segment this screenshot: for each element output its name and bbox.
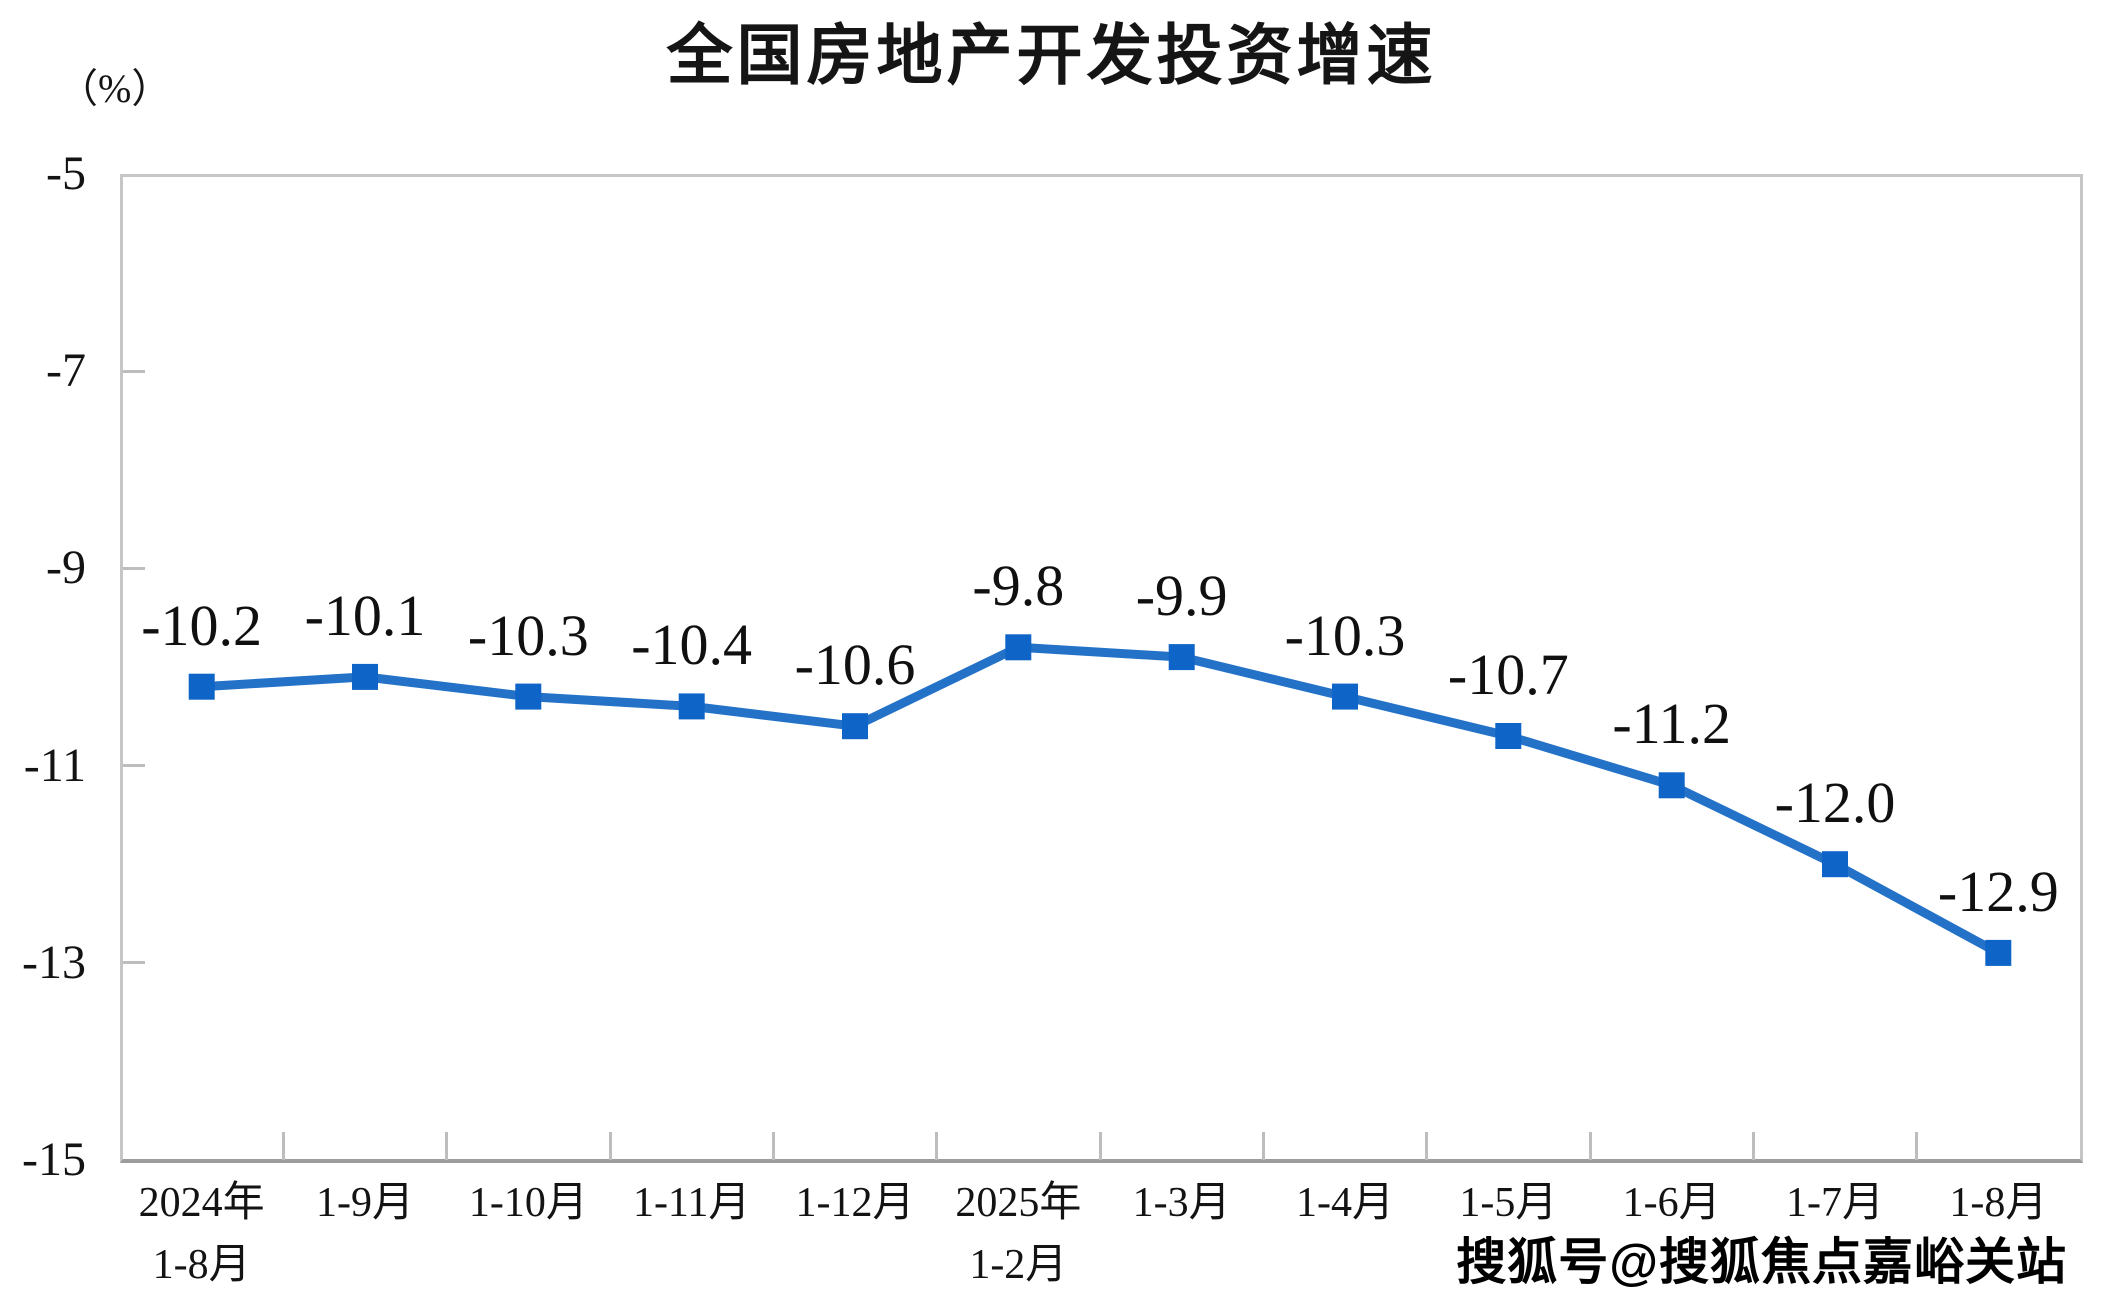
data-point-label: -10.3	[1284, 602, 1406, 668]
x-axis-label-line: 1-2月	[969, 1242, 1068, 1288]
x-axis-tick-mark	[445, 1132, 449, 1160]
series-marker	[1658, 772, 1685, 799]
x-axis-category-label: 1-11月	[633, 1172, 750, 1234]
y-axis-unit-label: （%）	[58, 66, 172, 111]
data-point-label: -9.9	[1135, 563, 1228, 629]
data-point-label: -10.7	[1447, 642, 1569, 708]
data-point-label: -10.3	[467, 602, 589, 668]
x-axis-label-line: 1-12月	[795, 1180, 915, 1226]
series-marker	[188, 673, 215, 700]
series-marker	[515, 683, 542, 710]
x-axis-label-line: 1-6月	[1622, 1180, 1721, 1226]
series-marker	[352, 663, 378, 690]
x-axis-tick-mark	[1915, 1132, 1919, 1160]
x-axis-category-label: 2024年 1-8月	[139, 1172, 265, 1294]
data-point-label: -12.0	[1774, 770, 1896, 836]
y-axis-tick-mark	[123, 566, 145, 570]
data-point-label: -10.2	[141, 592, 263, 658]
x-axis-label-line: 1-11月	[632, 1180, 751, 1226]
series-line	[201, 642, 2001, 957]
y-axis-tick-label: -7	[46, 344, 86, 398]
x-axis-label-line: 1-4月	[1296, 1180, 1394, 1226]
x-axis-label-line: 1-9月	[316, 1180, 414, 1226]
x-axis-category-label: 1-5月	[1459, 1172, 1557, 1234]
series-marker	[1495, 723, 1522, 749]
data-point-label: -12.9	[1937, 858, 2059, 924]
x-axis-tick-mark	[1425, 1132, 1429, 1160]
watermark: 搜狐号@搜狐焦点嘉峪关站	[1456, 1234, 2067, 1290]
x-axis-category-label: 1-8月	[1949, 1172, 2047, 1234]
x-axis-tick-mark	[935, 1132, 939, 1160]
x-axis-category-label: 1-4月	[1296, 1172, 1394, 1234]
data-point-label: -10.1	[304, 582, 426, 648]
y-axis-tick-label: -11	[23, 738, 86, 792]
x-axis-category-label: 1-6月	[1623, 1172, 1721, 1234]
series-marker	[1985, 939, 2012, 966]
x-axis-tick-mark	[608, 1132, 612, 1160]
series-marker	[1332, 683, 1358, 710]
y-axis-tick-label: -13	[22, 935, 86, 989]
y-axis-tick-label: -9	[46, 541, 86, 595]
data-point-label: -9.8	[972, 553, 1065, 619]
x-axis-category-label: 1-7月	[1786, 1172, 1884, 1234]
plot-area	[120, 174, 2083, 1163]
x-axis-label-line: 2024年	[138, 1180, 265, 1226]
x-axis-tick-mark	[1261, 1132, 1265, 1160]
y-axis-tick-mark	[123, 369, 145, 373]
x-axis-category-label: 1-3月	[1133, 1172, 1231, 1234]
x-axis-tick-mark	[1098, 1132, 1102, 1160]
x-axis-label-line: 1-3月	[1132, 1180, 1231, 1226]
x-axis-tick-mark	[771, 1132, 775, 1160]
x-axis-label-line: 2025年	[955, 1180, 1082, 1226]
x-axis-label-line: 1-8月	[1949, 1180, 2048, 1226]
x-axis-category-label: 1-12月	[796, 1172, 915, 1234]
series-marker	[842, 713, 868, 740]
series-marker	[1822, 851, 1848, 878]
x-axis-label-line: 1-8月	[152, 1242, 251, 1288]
series-marker	[1168, 644, 1195, 671]
x-axis-category-label: 2025年 1-2月	[955, 1172, 1081, 1294]
x-axis-label-line: 1-10月	[468, 1180, 588, 1226]
x-axis-label-line: 1-5月	[1459, 1180, 1558, 1226]
series-marker	[678, 693, 705, 720]
data-point-label: -11.2	[1612, 691, 1731, 757]
x-axis-category-label: 1-10月	[469, 1172, 588, 1234]
chart-title: 全国房地产开发投资增速	[666, 18, 1437, 92]
data-point-label: -10.4	[631, 612, 753, 678]
x-axis-tick-mark	[281, 1132, 285, 1160]
y-axis-tick-label: -5	[46, 147, 86, 200]
data-point-label: -10.6	[794, 632, 916, 698]
x-axis-tick-mark	[1751, 1132, 1755, 1160]
x-axis-tick-mark	[1588, 1132, 1592, 1160]
x-axis-label-line: 1-7月	[1786, 1180, 1884, 1226]
y-axis-tick-label: -15	[22, 1133, 86, 1186]
y-axis-tick-mark	[123, 961, 145, 965]
series-marker	[1005, 634, 1032, 661]
x-axis-category-label: 1-9月	[316, 1172, 414, 1234]
y-axis-tick-mark	[123, 764, 145, 768]
